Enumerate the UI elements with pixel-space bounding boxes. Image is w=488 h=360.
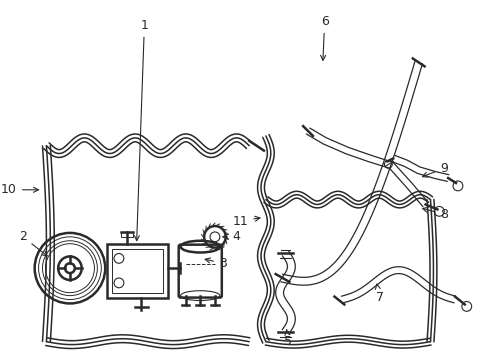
Text: 2: 2 [19,230,47,256]
Text: 9: 9 [422,162,447,177]
Text: 11: 11 [232,215,260,228]
Text: 4: 4 [223,230,240,243]
Bar [112,249,163,293]
Bar [121,232,132,237]
Bar [107,244,167,298]
Text: 6: 6 [320,15,328,60]
Text: 5: 5 [284,329,292,348]
Text: 10: 10 [1,183,39,196]
Text: 7: 7 [375,284,383,304]
Text: 8: 8 [422,207,447,221]
Text: 1: 1 [134,19,148,240]
Text: 3: 3 [205,257,226,270]
